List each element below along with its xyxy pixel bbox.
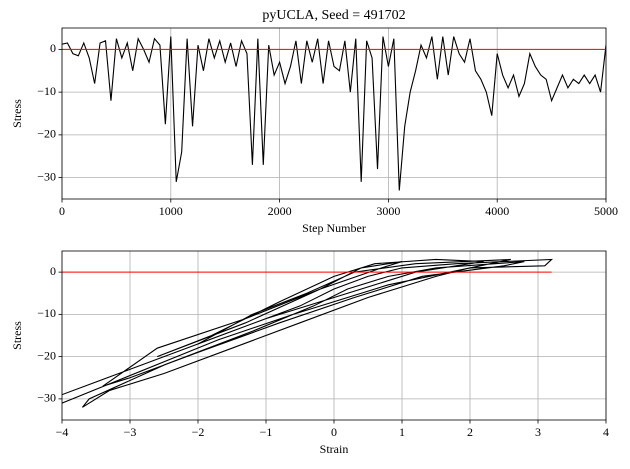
y-axis-label: Stress [10,99,24,128]
axes-frame [61,250,607,421]
x-tick-label: 0 [59,204,65,218]
y-tick-label: 0 [50,264,56,278]
x-tick-label: 5000 [594,204,618,218]
axes-frame [61,27,607,200]
y-axis-label: Stress [10,321,24,350]
x-tick-label: 0 [331,425,337,439]
x-tick-label: −1 [260,425,273,439]
x-tick-label: −4 [56,425,69,439]
y-tick-label: 0 [50,41,56,55]
chart-title: pyUCLA, Seed = 491702 [262,8,405,23]
x-axis-label: Step Number [302,221,366,235]
y-tick-label: −20 [37,348,56,362]
x-tick-label: 3 [535,425,541,439]
y-tick-label: −10 [37,84,56,98]
series-line [62,258,554,408]
series-line [62,36,606,191]
y-tick-label: −20 [37,127,56,141]
x-tick-label: 2000 [268,204,292,218]
x-tick-label: −2 [192,425,205,439]
x-axis-label: Strain [320,442,349,456]
x-tick-label: 4 [603,425,609,439]
y-tick-label: −30 [37,169,56,183]
y-tick-label: −10 [37,306,56,320]
x-tick-label: 4000 [485,204,509,218]
x-tick-label: 1 [399,425,405,439]
x-tick-label: 2 [467,425,473,439]
x-tick-label: −3 [124,425,137,439]
x-tick-label: 1000 [159,204,183,218]
x-tick-label: 3000 [376,204,400,218]
y-tick-label: −30 [37,391,56,405]
